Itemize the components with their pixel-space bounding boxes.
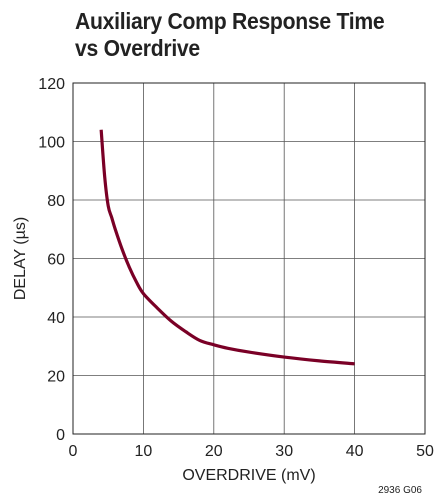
y-axis-label: DELAY (µs) [12, 217, 29, 300]
plot-frame [72, 82, 426, 435]
y-tick-label: 100 [38, 135, 65, 152]
x-tick-label: 20 [205, 443, 223, 460]
y-tick-label: 40 [47, 310, 65, 327]
figure-code: 2936 G06 [378, 485, 422, 496]
x-axis-label: OVERDRIVE (mV) [182, 467, 315, 484]
series-line-0 [99, 129, 355, 366]
x-tick-label: 10 [135, 443, 153, 460]
y-tick-label: 80 [47, 193, 65, 210]
y-tick-label: 0 [56, 427, 65, 444]
x-tick-label: 30 [275, 443, 293, 460]
x-tick-labels: 0 10 20 30 40 50 [69, 443, 434, 460]
y-tick-label: 60 [47, 252, 65, 269]
x-tick-label: 0 [69, 443, 78, 460]
y-tick-labels: 0 20 40 60 80 100 120 [38, 76, 65, 444]
x-tick-label: 40 [346, 443, 364, 460]
y-tick-label: 20 [47, 369, 65, 386]
series-lines [99, 129, 355, 366]
y-tick-label: 120 [38, 76, 65, 93]
x-tick-label: 50 [416, 443, 434, 460]
chart-title: Auxiliary Comp Response Time vs Overdriv… [75, 8, 385, 61]
